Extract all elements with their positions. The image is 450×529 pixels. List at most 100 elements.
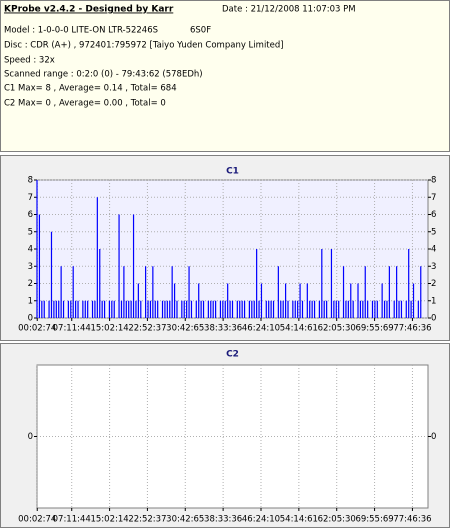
bar: [36, 180, 38, 318]
bar: [75, 300, 77, 318]
x-tick-label: 07:11:44: [53, 515, 91, 525]
x-tick-label: 15:02:14: [90, 324, 128, 334]
bar: [140, 300, 142, 318]
bar: [96, 197, 98, 318]
x-tick-label: 54:14:61: [280, 515, 318, 525]
bar: [101, 300, 103, 318]
bar: [323, 300, 325, 318]
bar: [207, 300, 209, 318]
y2-tick-label: 7: [431, 193, 436, 203]
bar: [420, 266, 422, 318]
bar: [130, 300, 132, 318]
bar: [183, 300, 185, 318]
y-tick-label: 8: [28, 176, 33, 186]
bar: [103, 300, 106, 318]
bar: [164, 300, 166, 318]
bar: [91, 300, 94, 318]
bar: [120, 300, 123, 318]
bar: [77, 300, 79, 318]
x-tick-label: 22:52:37: [128, 515, 166, 525]
bar: [272, 300, 275, 318]
y-tick-label: 0: [28, 432, 33, 442]
bar: [277, 266, 279, 318]
bar: [417, 300, 419, 318]
bar: [171, 266, 173, 318]
x-tick-label: 22:52:37: [128, 324, 166, 334]
bar: [176, 300, 178, 318]
bar: [50, 231, 53, 318]
bar: [292, 300, 294, 318]
bar: [212, 300, 214, 318]
bar: [265, 300, 267, 318]
y2-tick-label: 8: [431, 176, 436, 186]
chart-title: C2: [226, 350, 239, 360]
bar: [125, 300, 127, 318]
bar: [284, 283, 287, 318]
bar: [87, 300, 89, 318]
c2-summary: C2 Max= 0 , Average= 0.00 , Total= 0: [4, 99, 166, 109]
bar: [43, 300, 45, 318]
y2-tick-label: 2: [431, 279, 436, 289]
bar: [210, 300, 212, 318]
bar: [330, 249, 333, 318]
bar: [108, 300, 111, 318]
x-tick-label: 77:46:36: [393, 324, 431, 334]
bar: [123, 266, 125, 318]
bar: [186, 300, 188, 318]
y-tick-label: 2: [28, 279, 33, 289]
bar: [219, 300, 222, 318]
bar: [215, 300, 217, 318]
bar: [309, 300, 311, 318]
info-panel: [0, 0, 450, 152]
bar: [154, 300, 156, 318]
bar: [173, 283, 176, 318]
bar: [357, 283, 359, 318]
bar: [408, 249, 410, 318]
bar: [299, 283, 301, 318]
bar: [58, 300, 60, 318]
bar: [236, 300, 238, 318]
bar: [260, 283, 263, 318]
x-tick-label: 30:42:65: [166, 515, 204, 525]
bar: [94, 300, 96, 318]
bar: [398, 300, 400, 318]
bar: [258, 300, 260, 318]
disc: Disc : CDR (A+) , 972401:795972 [Taiyo Y…: [4, 41, 284, 51]
x-tick-label: 62:05:30: [318, 324, 356, 334]
scanned-range: Scanned range : 0:2:0 (0) - 79:43:62 (57…: [4, 70, 203, 80]
bar: [62, 300, 65, 318]
bar: [111, 300, 113, 318]
bar: [222, 300, 224, 318]
x-tick-label: 07:11:44: [53, 324, 91, 334]
y-tick-label: 7: [28, 193, 33, 203]
bar: [67, 300, 69, 318]
bar: [301, 300, 304, 318]
bar: [335, 300, 337, 318]
bar: [84, 300, 86, 318]
bar: [248, 300, 250, 318]
bar: [145, 266, 147, 318]
bar: [239, 300, 241, 318]
bar: [166, 300, 168, 318]
bar: [350, 283, 352, 318]
bar: [132, 214, 135, 318]
bar: [321, 249, 323, 318]
x-tick-label: 46:24:10: [242, 324, 280, 334]
bar: [268, 300, 270, 318]
bar: [270, 300, 272, 318]
bar: [371, 300, 374, 318]
bar: [393, 300, 395, 318]
bar: [253, 300, 255, 318]
bar: [60, 266, 62, 318]
bar: [169, 300, 171, 318]
bar: [229, 300, 231, 318]
bar: [376, 300, 378, 318]
x-tick-label: 38:33:36: [204, 324, 242, 334]
bar: [188, 266, 190, 318]
bar: [147, 300, 149, 318]
bar: [82, 300, 84, 318]
c1-summary: C1 Max= 8 , Average= 0.14 , Total= 684: [4, 84, 177, 94]
x-tick-label: 77:46:36: [393, 515, 431, 525]
bar: [318, 300, 320, 318]
